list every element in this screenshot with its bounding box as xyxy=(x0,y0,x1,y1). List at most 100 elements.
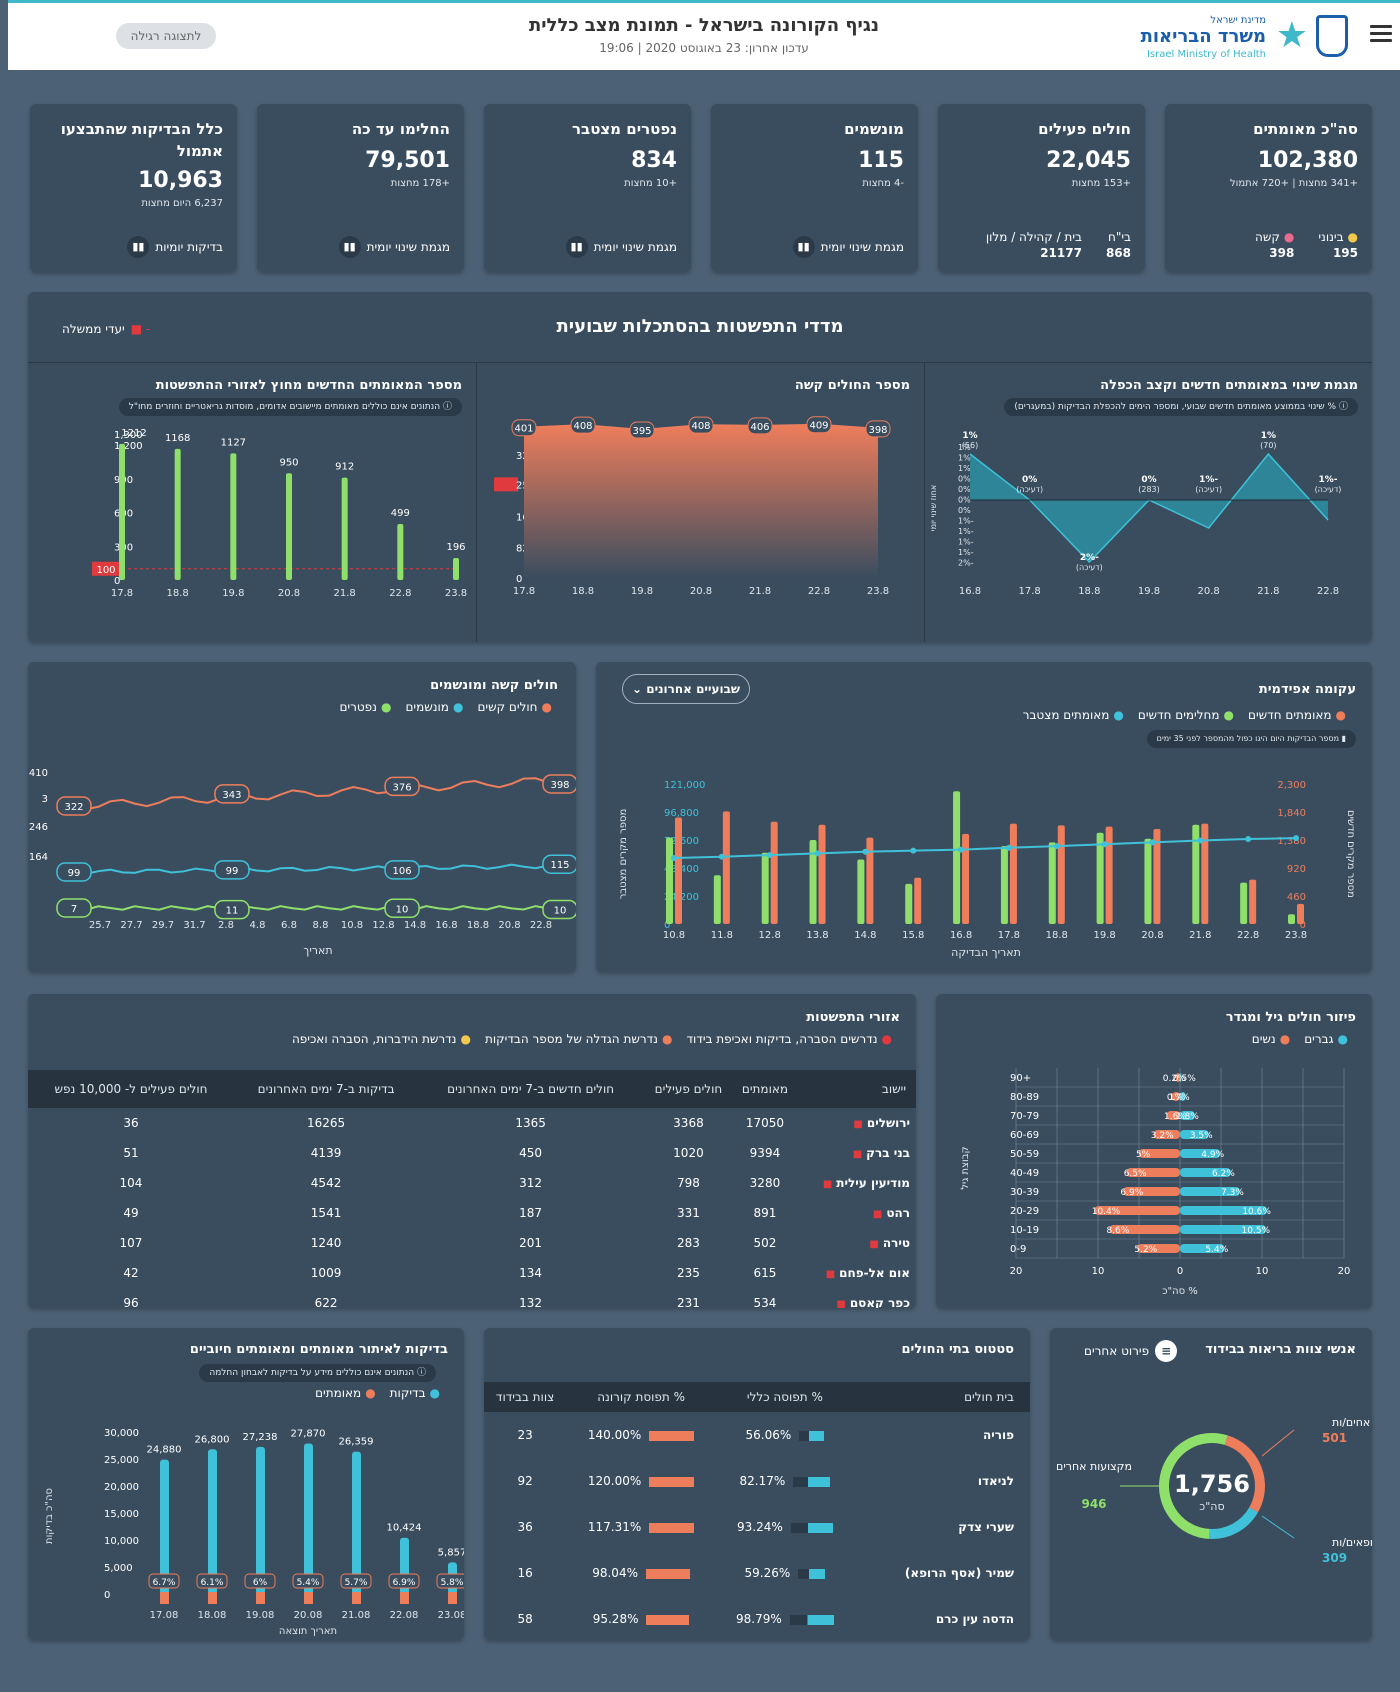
cumulative-point xyxy=(910,847,917,854)
dot-icon: ● xyxy=(1347,230,1358,244)
period-dropdown[interactable]: שבועיים אחרונים ⌄ xyxy=(622,674,750,704)
table-row[interactable]: לניאדו 82.17% 120.00% 92 xyxy=(484,1458,1030,1504)
x-axis-label: תאריך הבדיקה xyxy=(951,946,1021,959)
recovered-bar xyxy=(905,883,913,924)
women-label: 5.2% xyxy=(1134,1245,1157,1255)
last-updated: עדכון אחרון: 23 באוגוסט 2020 | 19:06 xyxy=(599,41,809,55)
kpi-split-label-text: בי"ח xyxy=(1108,230,1131,244)
outside-zones-note: ⓘ הנתונים אינם כוללים מאומתים מיישובים א… xyxy=(118,398,462,416)
cumulative-point xyxy=(862,848,869,855)
point-sublabel: (דעיכה) xyxy=(1315,485,1342,494)
kpi-split-item: בי"ח 868 xyxy=(1106,230,1131,260)
x-tick-label: 8.8 xyxy=(313,920,329,931)
y-tick-label: 0% xyxy=(958,475,971,484)
table-row[interactable]: פוריה 56.06% 140.00% 23 xyxy=(484,1412,1030,1458)
column-header[interactable]: חולים חדשים ב-7 ימים האחרונים xyxy=(418,1070,643,1108)
y-tick-label: 0 xyxy=(516,574,522,585)
kpi-trend-link[interactable]: בדיקות יומיות ▮▮ xyxy=(127,236,223,258)
column-header[interactable]: יישוב xyxy=(796,1070,916,1108)
kpi-split-item: ●קשה 398 xyxy=(1255,230,1294,260)
y-tick-label: 0 xyxy=(104,1590,110,1601)
logo-star-icon: ★ xyxy=(1275,15,1308,56)
left-y-tick: 96,800 xyxy=(664,808,699,819)
table-row[interactable]: טירה 502 283 201 1240 107 xyxy=(28,1228,916,1258)
recovered-bar xyxy=(666,837,673,924)
target-legend-label: יעדי ממשלה xyxy=(62,322,125,336)
cumulative-point xyxy=(1005,844,1012,851)
value-label: 106 xyxy=(393,866,412,877)
severe-panel-title: חולים קשה ומונשמים xyxy=(430,678,558,693)
column-header[interactable]: צוות בבידוד xyxy=(484,1382,567,1412)
severe-ventilated-panel: חולים קשה ומונשמים חולים קשים מונשמים נפטר… xyxy=(28,662,576,972)
table-row[interactable]: כפר קאסם 534 231 132 622 96 xyxy=(28,1288,916,1308)
column-header[interactable]: חולים פעילים xyxy=(642,1070,734,1108)
value-badge xyxy=(542,774,576,794)
kpi-trend-link[interactable]: מגמת שינוי יומית ▮▮ xyxy=(792,236,904,258)
kpi-trend-link[interactable]: מגמת שינוי יומית ▮▮ xyxy=(565,236,677,258)
others-details-link[interactable]: ≡ פירוט אחרים xyxy=(1084,1340,1178,1362)
epidemic-curve-chart: 121,00096,80072,60048,40024,20002,3001,8… xyxy=(618,780,1356,959)
table-row[interactable]: הדסה עין כרם 98.79% 95.28% 58 xyxy=(484,1596,1030,1640)
x-tick-label: 18.8 xyxy=(1078,586,1100,597)
legend-item: בדיקות xyxy=(390,1386,440,1400)
value-label: 408 xyxy=(691,421,710,432)
town-name: ירושלים xyxy=(796,1108,916,1138)
cell-value: 1365 xyxy=(515,1116,546,1130)
covid-occupancy-value: 98.04% xyxy=(592,1566,638,1580)
column-header[interactable]: חולים פעילים ל- 10,000 נפש xyxy=(28,1070,234,1108)
bar-label: 950 xyxy=(279,457,298,468)
tests-value-label: 26,359 xyxy=(339,1437,374,1448)
x-tick-label: 2.8 xyxy=(218,920,234,931)
table-row[interactable]: אום אל-פחם 615 235 134 1009 42 xyxy=(28,1258,916,1288)
change-trend-chart: 1%1%1%0%0%0%0%-1%-1%-1%-1%-2%אחוז שינוי … xyxy=(929,431,1342,597)
general-occupancy-value: 98.79% xyxy=(736,1612,782,1626)
x-tick-label: 25.7 xyxy=(89,920,111,931)
x-tick-label: 16.8 xyxy=(959,586,981,597)
kpi-value: 115 xyxy=(858,148,904,173)
point-label: -1% xyxy=(1199,475,1218,485)
part-value: 946 xyxy=(1081,1497,1106,1511)
x-tick-label: 22.8 xyxy=(389,588,411,599)
x-tick-label: 17.8 xyxy=(513,586,535,597)
hamburger-menu-icon[interactable] xyxy=(1370,25,1392,43)
column-header[interactable]: % תפוסת קורונה xyxy=(566,1382,717,1412)
x-tick-label: 10 xyxy=(1256,1266,1269,1277)
cell-value: 534 xyxy=(753,1296,777,1308)
kpi-card: מונשמים 115 -4 מחצות מגמת שינוי יומית ▮▮ xyxy=(711,104,918,272)
bar xyxy=(230,453,237,580)
table-row[interactable]: רהט 891 331 187 1541 49 xyxy=(28,1198,916,1228)
donut-segment xyxy=(1224,1435,1265,1513)
hospitals-table: בית חולים% תפוסה כללי% תפוסת קורונה צוות … xyxy=(484,1382,1030,1640)
bar xyxy=(119,443,125,580)
men-bar xyxy=(1180,1168,1231,1177)
kpi-title: סה"כ מאומתים xyxy=(1253,120,1358,138)
kpi-trend-link[interactable]: מגמת שינוי יומית ▮▮ xyxy=(338,236,450,258)
kpi-value: 10,963 xyxy=(138,168,223,193)
men-bar xyxy=(1180,1206,1267,1215)
table-row[interactable]: בני ברק 9394 1020 450 4139 51 xyxy=(28,1138,916,1168)
regular-view-button[interactable]: לתצוגה רגילה xyxy=(116,23,216,49)
column-header[interactable]: בדיקות ב-7 ימים האחרונים xyxy=(233,1070,419,1108)
covid-occupancy-value: 95.28% xyxy=(592,1612,639,1626)
general-occupancy-bar xyxy=(789,1614,834,1625)
table-row[interactable]: שמיר (אסף הרופא) 59.26% 98.04% 16 xyxy=(484,1550,1030,1596)
y-axis-label: סה"כ בדיקות xyxy=(44,1488,55,1544)
table-row[interactable]: שערי צדק 93.24% 117.31% 36 xyxy=(484,1504,1030,1550)
column-header[interactable]: בית חולים xyxy=(853,1382,1030,1412)
staff-isolated: 23 xyxy=(517,1428,533,1442)
column-header[interactable]: % תפוסה כללי xyxy=(716,1382,854,1412)
value-label: 395 xyxy=(632,426,651,437)
kpi-split-label: ●בינוני xyxy=(1318,230,1358,244)
value-badge xyxy=(542,854,576,874)
x-tick-label: 17.8 xyxy=(111,588,133,599)
table-row[interactable]: מודיעין עילית 3280 798 312 4542 104 xyxy=(28,1168,916,1198)
new-cases-bar xyxy=(1249,879,1257,924)
men-bar xyxy=(1180,1225,1267,1234)
tests-value-label: 24,880 xyxy=(147,1445,182,1456)
table-row[interactable]: ירושלים 17050 3368 1365 16265 36 xyxy=(28,1108,916,1138)
men-label: 4.9% xyxy=(1201,1150,1224,1160)
men-bar xyxy=(1180,1149,1221,1158)
cell-value: 104 xyxy=(119,1176,143,1190)
column-header[interactable]: מאומתים xyxy=(733,1070,796,1108)
